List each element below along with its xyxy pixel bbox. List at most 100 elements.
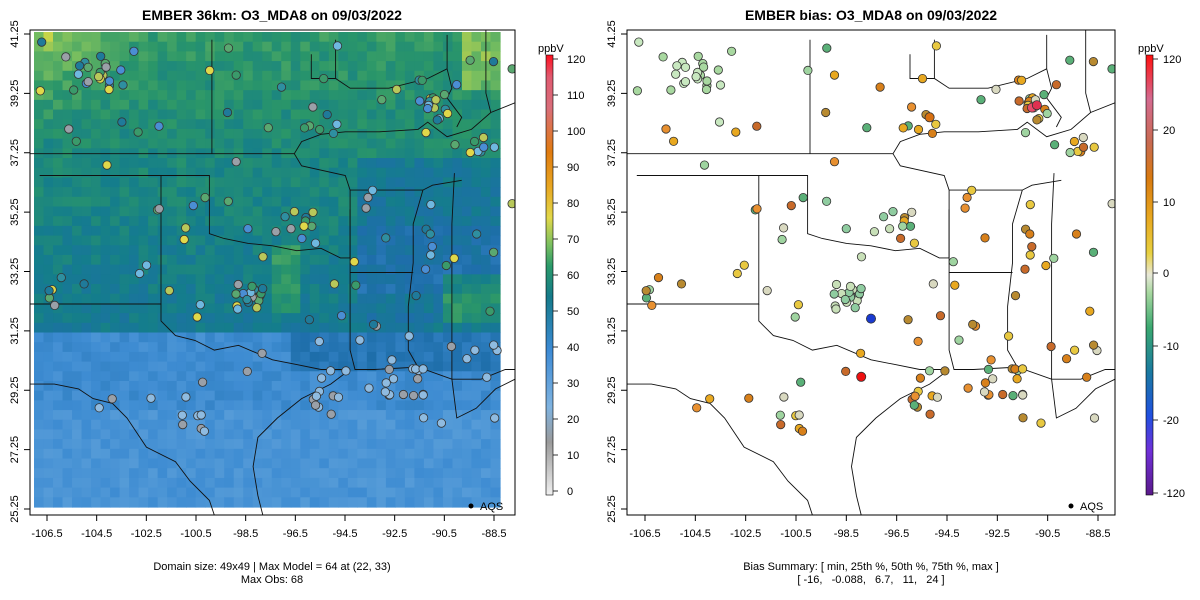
heatmap-cell [404, 148, 416, 159]
heatmap-cell [119, 264, 130, 275]
heatmap-cell [290, 342, 301, 353]
heatmap-cell [129, 235, 140, 246]
heatmap-cell [148, 342, 159, 353]
heatmap-cell [442, 274, 454, 285]
heatmap-cell [262, 41, 273, 52]
heatmap-cell [452, 225, 463, 237]
heatmap-cell [471, 158, 482, 169]
aqs-station [388, 374, 399, 384]
heatmap-cell [100, 216, 111, 227]
heatmap-cell [433, 322, 444, 334]
heatmap-cell [395, 109, 406, 120]
heatmap-cell [62, 400, 73, 411]
heatmap-cell [347, 225, 358, 237]
heatmap-cell [490, 158, 501, 169]
heatmap-cell [243, 458, 254, 469]
heatmap-cell [34, 410, 45, 421]
heatmap-cell [186, 458, 197, 469]
heatmap-cell [433, 439, 444, 450]
heatmap-cell [53, 225, 64, 237]
heatmap-cell [309, 284, 320, 295]
heatmap-cell [186, 380, 197, 392]
heatmap-cell [357, 225, 368, 237]
heatmap-cell [281, 322, 292, 334]
heatmap-cell [423, 303, 435, 314]
heatmap-cell [72, 390, 83, 401]
heatmap-cell [91, 216, 102, 227]
aqs-station [154, 121, 164, 131]
heatmap-cell [53, 284, 64, 295]
heatmap-cell [442, 187, 454, 198]
heatmap-cell [243, 342, 254, 353]
heatmap-cell [148, 303, 159, 314]
heatmap-cell [366, 313, 377, 324]
bias-station [1039, 90, 1049, 100]
heatmap-cell [176, 177, 187, 188]
heatmap-cell [271, 109, 282, 120]
heatmap-cell [338, 158, 349, 169]
heatmap-cell [233, 497, 244, 508]
heatmap-cell [91, 80, 102, 91]
heatmap-cell [300, 419, 311, 431]
heatmap-cell [414, 448, 425, 460]
heatmap-cell [214, 274, 225, 285]
heatmap-cell [423, 342, 435, 353]
heatmap-cell [490, 128, 501, 140]
heatmap-cell [471, 99, 482, 111]
state-border-line [1085, 30, 1092, 113]
heatmap-cell [53, 264, 64, 275]
aqs-station [289, 207, 299, 217]
bias-station [666, 85, 676, 95]
heatmap-cell [357, 390, 368, 401]
heatmap-cell [91, 342, 102, 353]
heatmap-cell [157, 187, 168, 198]
heatmap-cell [404, 380, 416, 392]
heatmap-cell [119, 167, 130, 178]
heatmap-cell [148, 51, 159, 62]
heatmap-cell [452, 41, 463, 52]
heatmap-cell [129, 439, 140, 450]
heatmap-cell [53, 448, 64, 460]
heatmap-cell [452, 332, 463, 343]
bias-station [968, 319, 978, 329]
x-tick-label: -90.5 [1035, 528, 1060, 540]
bias-station [962, 192, 972, 203]
heatmap-cell [81, 138, 92, 149]
heatmap-cell [404, 293, 416, 305]
aqs-station [470, 345, 480, 355]
heatmap-cell [186, 187, 197, 198]
heatmap-cell [452, 361, 463, 372]
heatmap-cell [91, 390, 102, 401]
heatmap-cell [138, 497, 149, 508]
heatmap-cell [423, 61, 435, 72]
heatmap-cell [480, 303, 492, 314]
heatmap-cell [34, 41, 45, 52]
bias-station [632, 86, 643, 96]
heatmap-cell [480, 322, 492, 334]
heatmap-cell [81, 332, 92, 343]
bias-station [954, 335, 964, 345]
heatmap-cell [442, 380, 454, 392]
heatmap-cell [357, 293, 368, 305]
heatmap-cell [357, 439, 368, 450]
heatmap-cell [252, 187, 263, 198]
heatmap-cell [176, 245, 187, 256]
heatmap-cell [72, 32, 83, 43]
bias-station [680, 77, 691, 87]
heatmap-cell [471, 109, 482, 120]
heatmap-cell [423, 322, 435, 334]
heatmap-cell [195, 80, 206, 91]
heatmap-cell [138, 313, 149, 324]
heatmap-cell [442, 254, 454, 266]
heatmap-cell [100, 99, 111, 111]
heatmap-cell [452, 148, 463, 159]
heatmap-cell [34, 322, 45, 334]
heatmap-cell [43, 313, 54, 324]
heatmap-cell [347, 468, 358, 479]
heatmap-cell [319, 167, 330, 178]
heatmap-cell [205, 187, 216, 198]
heatmap-cell [271, 177, 282, 188]
heatmap-cell [319, 158, 330, 169]
heatmap-cell [243, 206, 254, 217]
heatmap-cell [271, 284, 282, 295]
